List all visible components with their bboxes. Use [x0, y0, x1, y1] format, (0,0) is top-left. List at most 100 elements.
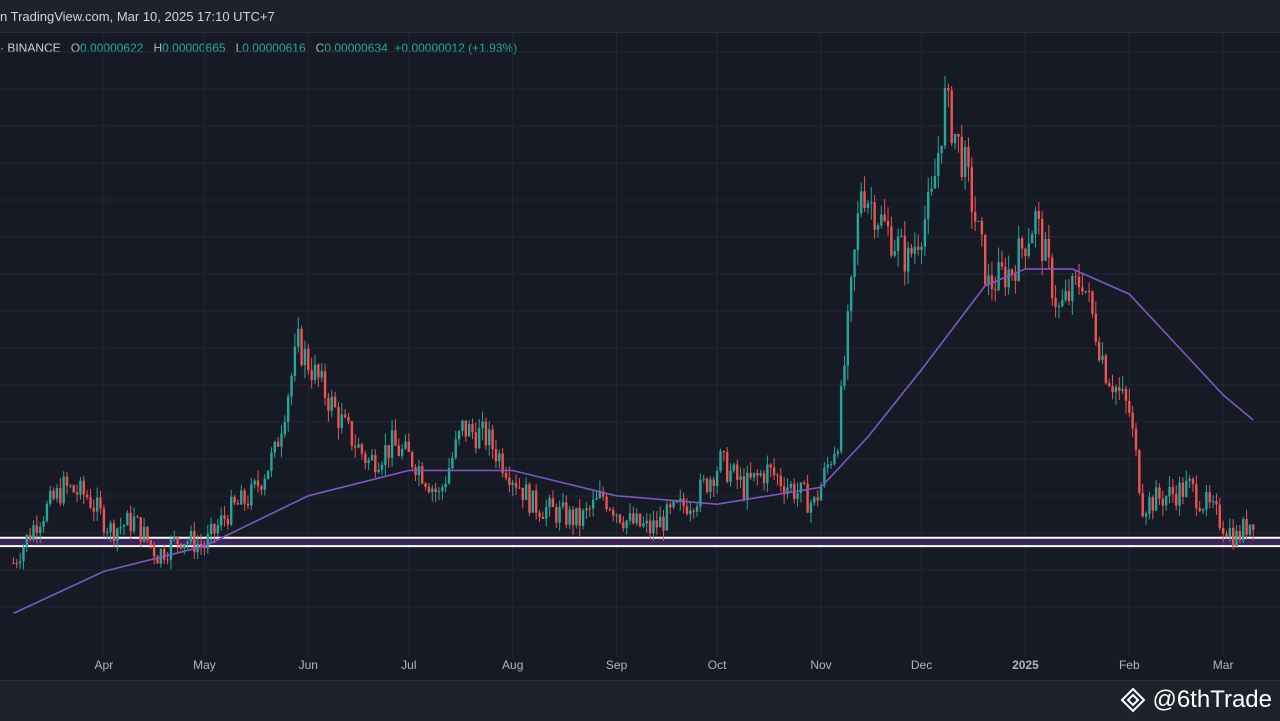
candle-body: [82, 480, 85, 495]
support-zone: [0, 536, 1280, 548]
candle-body: [491, 429, 494, 450]
candle-body: [1094, 313, 1097, 342]
candle-body: [357, 444, 360, 448]
candle-body: [1057, 306, 1061, 308]
candle-body: [216, 525, 220, 534]
candle-body: [464, 420, 467, 437]
candle-body: [1235, 530, 1238, 547]
candle-body: [437, 490, 441, 493]
candle-body: [628, 513, 632, 521]
candle-body: [1030, 234, 1034, 244]
candle-body: [186, 541, 189, 544]
candle-body: [953, 133, 957, 144]
candle-body: [769, 464, 772, 468]
candle-body: [454, 439, 457, 458]
candle-body: [1064, 291, 1067, 301]
candle-body: [608, 509, 612, 511]
candle-body: [1211, 501, 1215, 503]
candle-body: [930, 188, 933, 192]
candle-body: [427, 486, 431, 493]
candle-body: [612, 509, 615, 516]
price-chart[interactable]: Apr May Jun Jul Aug Sep Oct Nov Dec 2025 Feb Mar: [0, 32, 1280, 680]
candle-body: [772, 467, 776, 476]
candle-body: [816, 497, 819, 501]
candle-body: [729, 470, 732, 482]
watermark: @6thTrade: [1120, 686, 1272, 714]
candle-body: [813, 497, 816, 503]
candle-body: [246, 503, 250, 506]
candle-body: [49, 490, 52, 504]
candle-body: [380, 464, 384, 470]
candle-body: [920, 246, 923, 250]
candle-body: [622, 522, 625, 529]
candle-body: [1154, 487, 1158, 511]
candle-body: [665, 504, 669, 531]
candle-body: [839, 385, 843, 452]
candle-body: [1024, 248, 1027, 257]
candle-body: [1195, 484, 1198, 508]
candle-body: [826, 464, 829, 468]
candle-body: [313, 364, 317, 381]
candle-body: [1121, 389, 1124, 391]
candle-body: [856, 213, 860, 250]
candle-body: [250, 484, 253, 506]
candle-body: [337, 406, 340, 428]
candle-body: [890, 226, 893, 256]
candle-body: [994, 289, 997, 291]
candle-body: [943, 87, 947, 146]
low-label: L: [235, 41, 243, 55]
candle-body: [343, 414, 347, 418]
candle-body: [451, 457, 454, 469]
candle-body: [354, 445, 357, 448]
candle-body: [759, 473, 762, 476]
candle-body: [648, 520, 652, 534]
x-axis-tick-label: Sep: [606, 658, 628, 672]
candle-body: [561, 502, 565, 507]
candle-body: [1148, 497, 1151, 514]
candle-body: [702, 478, 705, 480]
candle-body: [467, 423, 471, 437]
candle-body: [260, 486, 263, 490]
candle-body: [25, 534, 29, 548]
candle-body: [1242, 518, 1245, 540]
candle-body: [501, 453, 504, 473]
candle-body: [494, 449, 498, 462]
candle-body: [256, 480, 260, 487]
candle-body: [967, 146, 970, 168]
candle-body: [642, 523, 645, 527]
candle-body: [1205, 492, 1208, 510]
candle-body: [1238, 530, 1242, 540]
candle-body: [75, 492, 79, 495]
candle-body: [310, 370, 313, 381]
candle-body: [1091, 291, 1094, 314]
candle-body: [1101, 355, 1104, 361]
candle-body: [511, 482, 514, 485]
candle-body: [504, 472, 508, 478]
candle-body: [1248, 524, 1252, 535]
candle-body: [843, 365, 846, 386]
candle-body: [833, 453, 836, 465]
candle-body: [1027, 243, 1030, 257]
candle-body: [829, 464, 833, 466]
candle-body: [1077, 276, 1081, 288]
candle-body: [1114, 387, 1118, 393]
candle-body: [1097, 341, 1101, 361]
candle-body: [444, 483, 447, 488]
candle-body: [374, 454, 377, 473]
candle-body: [106, 532, 109, 534]
candle-body: [1128, 400, 1131, 413]
candle-body: [132, 516, 136, 532]
x-axis-tick-label: May: [193, 658, 216, 672]
candle-body: [675, 501, 679, 503]
candle-body: [545, 507, 548, 519]
candle-body: [528, 484, 531, 513]
candle-body: [139, 517, 142, 542]
candle-body: [551, 498, 555, 507]
top-bar: n TradingView.com, Mar 10, 2025 17:10 UT…: [0, 0, 1280, 33]
candle-body: [916, 246, 920, 250]
candle-body: [866, 203, 870, 208]
candle-body: [950, 90, 953, 144]
candle-body: [146, 526, 149, 541]
candle-body: [896, 236, 900, 252]
candle-body: [933, 176, 937, 189]
